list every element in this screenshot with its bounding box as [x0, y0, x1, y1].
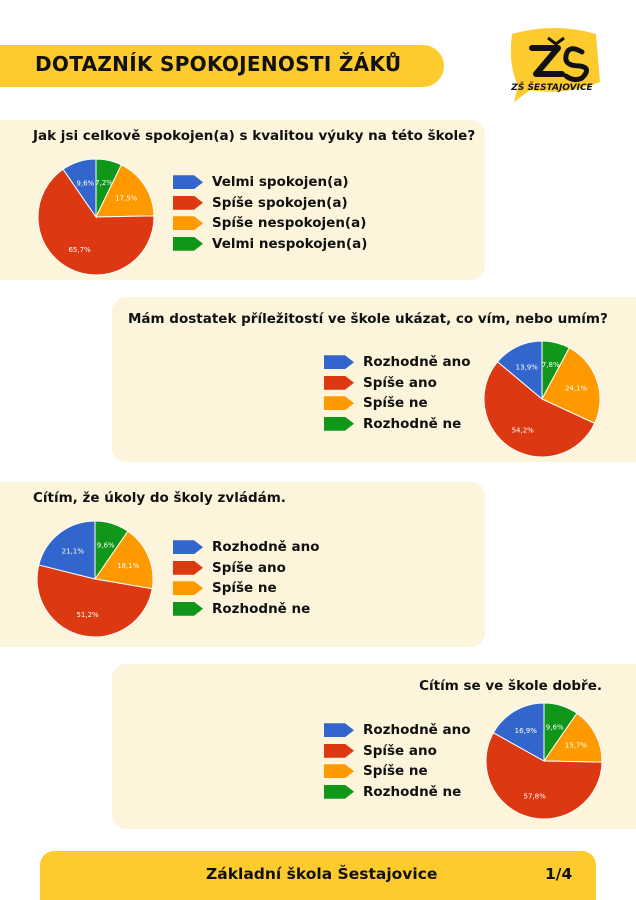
legend-item: Rozhodně ano — [324, 352, 471, 373]
legend-item: Rozhodně ne — [173, 599, 320, 620]
pie-chart: 9,6% 18,1% 51,2% 21,1% — [36, 520, 154, 638]
legend: Rozhodně ano Spíše ano Spíše ne Rozhodně ne — [324, 352, 471, 434]
chart-title: Mám dostatek příležitostí ve škole ukáza… — [128, 311, 608, 327]
legend-label: Rozhodně ano — [212, 539, 320, 556]
pie-slice-1 — [492, 702, 545, 762]
slice-label: 9,6% — [76, 180, 94, 188]
chart-title: Jak jsi celkově spokojen(a) s kvalitou v… — [33, 128, 476, 144]
footer-bar: Základní škola Šestajovice 1/4 — [40, 851, 596, 900]
slice-label: 21,1% — [62, 548, 85, 556]
arrow-icon — [173, 540, 203, 555]
arrow-icon — [324, 743, 354, 758]
legend-label: Spíše ne — [212, 580, 277, 597]
arrow-icon — [324, 355, 354, 370]
slice-label: 7,2% — [95, 179, 113, 187]
legend-item: Spíše ne — [324, 761, 471, 782]
legend: Rozhodně ano Spíše ano Spíše ne Rozhodně ne — [324, 720, 471, 802]
chart-title: Cítím, že úkoly do školy zvládám. — [33, 490, 286, 506]
legend-item: Rozhodně ne — [324, 782, 471, 803]
legend-label: Rozhodně ano — [363, 722, 471, 739]
pie-chart: 7,2%17,5% 65,7% 9,6% — [37, 158, 155, 276]
legend-item: Spíše ne — [324, 393, 471, 414]
pie-slice-2 — [36, 564, 153, 638]
legend-item: Rozhodně ano — [173, 537, 320, 558]
slice-label: 16,9% — [515, 727, 538, 735]
pie-slice-2 — [37, 168, 155, 276]
arrow-icon — [173, 236, 203, 251]
page-title: DOTAZNÍK SPOKOJENOSTI ŽÁKŮ — [35, 52, 402, 76]
legend-label: Spíše ano — [363, 374, 437, 391]
arrow-icon — [173, 601, 203, 616]
slice-label: 15,7% — [565, 742, 588, 750]
pie-slice-1 — [496, 340, 543, 401]
arrow-icon — [324, 764, 354, 779]
legend-label: Spíše ano — [212, 559, 286, 576]
slice-label: 17,5% — [115, 195, 138, 203]
footer-school-name: Základní škola Šestajovice — [206, 865, 438, 883]
legend-label: Rozhodně ne — [212, 600, 311, 617]
legend-item: Spíše ano — [173, 558, 320, 579]
arrow-icon — [324, 723, 354, 738]
slice-label: 65,7% — [68, 246, 91, 254]
arrow-icon — [173, 581, 203, 596]
legend-item: Velmi spokojen(a) — [173, 172, 367, 193]
arrow-icon — [173, 560, 203, 575]
pie-slice-2 — [485, 732, 603, 820]
legend-label: Velmi nespokojen(a) — [212, 235, 368, 252]
legend-label: Spíše nespokojen(a) — [212, 215, 367, 232]
legend-item: Spíše nespokojen(a) — [173, 213, 367, 234]
page-number: 1/4 — [545, 865, 573, 883]
slice-label: 51,2% — [76, 611, 99, 619]
pie-slice-3 — [94, 530, 154, 590]
arrow-icon — [173, 175, 203, 190]
legend-item: Velmi nespokojen(a) — [173, 234, 367, 255]
pie-slice-3 — [541, 347, 601, 425]
logo-text: ZŠ ŠESTAJOVICE — [510, 82, 593, 93]
legend: Velmi spokojen(a) Spíše spokojen(a) Spíše … — [173, 172, 367, 254]
legend-item: Spíše ano — [324, 741, 471, 762]
slice-label: 18,1% — [117, 562, 140, 570]
pie-chart: 7,8% 24,1% 54,2% 13,9% — [483, 340, 601, 458]
arrow-icon — [324, 784, 354, 799]
legend-label: Spíše ano — [363, 742, 437, 759]
survey-card-4: Cítím se ve škole dobře. 9,6% 15,7% 57,8% 1… — [112, 664, 636, 829]
survey-card-2: Mám dostatek příležitostí ve škole ukáza… — [112, 297, 636, 462]
legend-label: Spíše ne — [363, 395, 428, 412]
legend-label: Rozhodně ne — [363, 415, 462, 432]
chart-title: Cítím se ve škole dobře. — [419, 678, 602, 694]
legend-label: Velmi spokojen(a) — [212, 174, 349, 191]
legend-item: Spíše ano — [324, 373, 471, 394]
slice-label: 54,2% — [512, 426, 535, 434]
pie-slice-3 — [543, 712, 603, 763]
legend-item: Spíše ne — [173, 578, 320, 599]
pie-slice-1 — [38, 520, 96, 580]
pie-slice-2 — [483, 361, 596, 458]
arrow-icon — [324, 396, 354, 411]
legend: Rozhodně ano Spíše ano Spíše ne Rozhodně ne — [173, 537, 320, 619]
legend-item: Spíše spokojen(a) — [173, 193, 367, 214]
slice-label: 57,8% — [523, 793, 546, 801]
legend-label: Rozhodně ne — [363, 783, 462, 800]
legend-label: Spíše ne — [363, 763, 428, 780]
arrow-icon — [173, 216, 203, 231]
slice-label: 24,1% — [565, 385, 588, 393]
pie-slice-3 — [95, 164, 155, 218]
pie-slice-1 — [62, 158, 97, 219]
slice-label: 13,9% — [516, 363, 539, 371]
arrow-icon — [173, 195, 203, 210]
slice-label: 9,6% — [546, 724, 564, 732]
legend-label: Spíše spokojen(a) — [212, 194, 348, 211]
arrow-icon — [324, 416, 354, 431]
title-banner: DOTAZNÍK SPOKOJENOSTI ŽÁKŮ — [0, 45, 444, 87]
legend-item: Rozhodně ne — [324, 414, 471, 435]
slice-label: 7,8% — [542, 361, 560, 369]
slice-label: 9,6% — [97, 542, 115, 550]
arrow-icon — [324, 375, 354, 390]
school-logo: ZŠ ŠESTAJOVICE — [510, 28, 600, 102]
legend-item: Rozhodně ano — [324, 720, 471, 741]
legend-label: Rozhodně ano — [363, 354, 471, 371]
survey-card-3: Cítím, že úkoly do školy zvládám. 9,6% 18… — [0, 482, 485, 647]
survey-card-1: Jak jsi celkově spokojen(a) s kvalitou v… — [0, 120, 485, 280]
pie-chart: 9,6% 15,7% 57,8% 16,9% — [485, 702, 603, 820]
